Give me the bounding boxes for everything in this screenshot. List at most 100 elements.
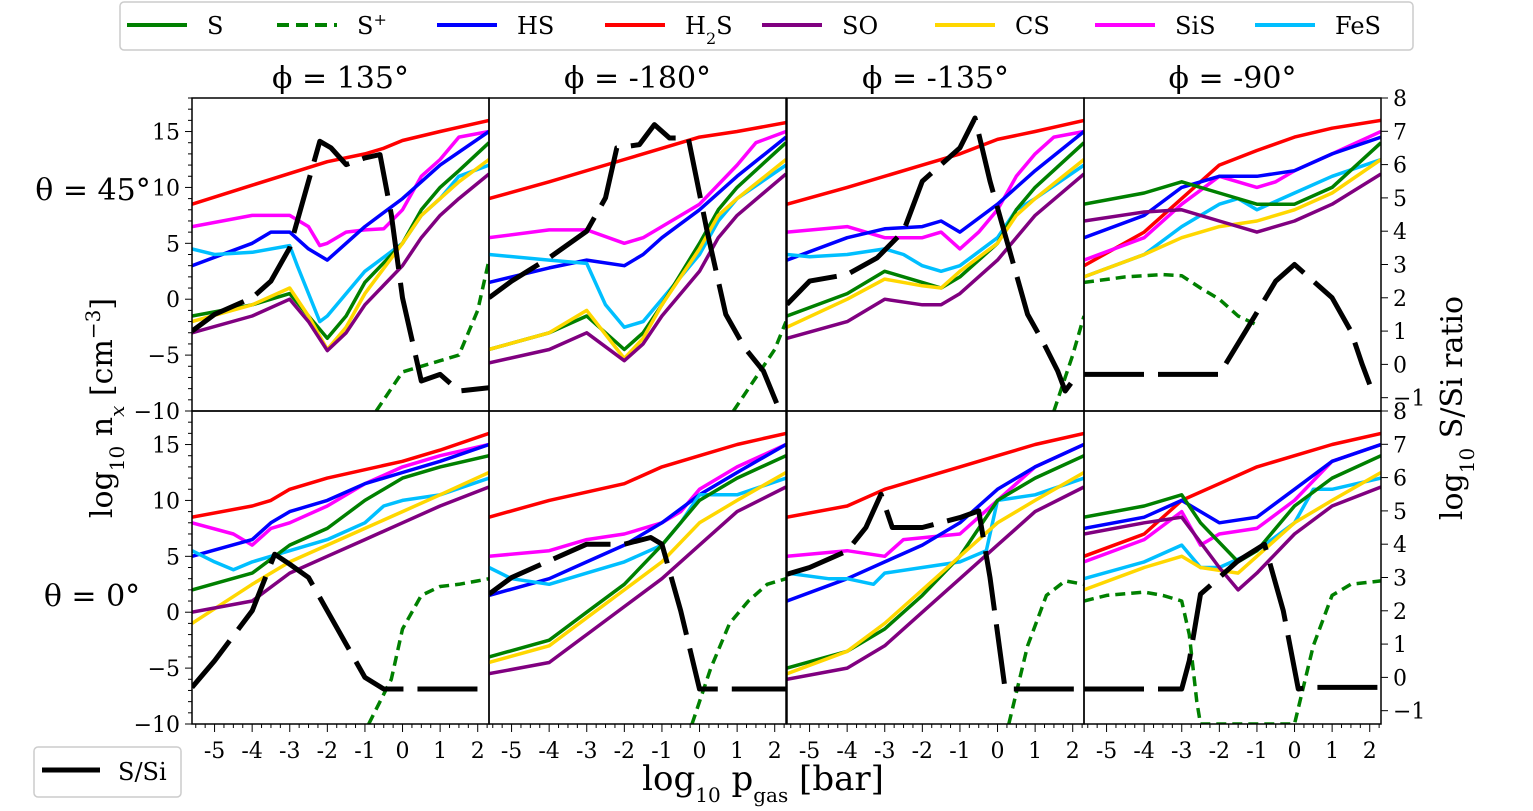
y-tick-label-left: 15 (152, 434, 180, 459)
series-splus (374, 259, 489, 411)
legend-item-so: SO (762, 12, 878, 40)
series-s-si (489, 122, 781, 409)
y-tick-label-left: 0 (166, 288, 180, 313)
y-tick-label-right: 1 (1393, 320, 1407, 345)
xlabel-p: p (721, 759, 754, 799)
xlabel-unit: [bar] (788, 759, 884, 799)
x-tick-label: 2 (1066, 739, 1080, 764)
series-cs (192, 158, 489, 352)
ylabel-r-rest: S/Si ratio (1435, 296, 1470, 448)
series-s (787, 141, 1084, 318)
series-s (192, 141, 489, 341)
ylabel-sub: 10 (105, 446, 129, 471)
y-axis-label-right: log10 S/Si ratio (1435, 296, 1479, 520)
y-tick-label-right: 1 (1393, 633, 1407, 658)
y-tick-label-right: 7 (1393, 433, 1407, 458)
ylabel-r-sub: 10 (1455, 448, 1479, 473)
y-tick-label-right: 3 (1393, 253, 1407, 278)
column-titles: ϕ = 135° ϕ = -180° ϕ = -135° ϕ = -90° (272, 61, 1296, 96)
series-fes (787, 476, 1084, 587)
series-splus (731, 320, 786, 411)
legend-item-cs: CS (935, 12, 1050, 40)
y-tick-label-right: 2 (1393, 600, 1407, 625)
x-tick-label: -5 (1096, 739, 1117, 764)
y-tick-label-right: 5 (1393, 500, 1407, 525)
panel-r0-c2 (786, 97, 1085, 412)
x-tick-label: 1 (433, 739, 447, 764)
series-splus (1052, 315, 1084, 411)
series-cs (192, 470, 489, 625)
series-hs (1084, 135, 1381, 240)
row-title: θ = 45° (35, 173, 150, 208)
series-splus (1084, 272, 1258, 327)
legend-label: FeS (1335, 12, 1381, 40)
y-tick-label-right: 8 (1393, 400, 1407, 425)
y-tick-label-left: 10 (152, 176, 180, 201)
x-tick-label: -5 (204, 739, 225, 764)
row-titles: θ = 45° θ = 0° (35, 173, 150, 614)
y-tick-label-right: 6 (1393, 467, 1407, 492)
x-tick-label: -1 (1246, 739, 1267, 764)
series-sis (489, 129, 786, 246)
ylabel-n: n (85, 417, 120, 446)
y-tick-label-left: −5 (148, 657, 180, 682)
x-tick-label: 1 (1028, 739, 1042, 764)
y-tick-label-right: 3 (1393, 566, 1407, 591)
panel-series (1084, 118, 1381, 386)
series-so (787, 172, 1084, 340)
panel-r0-c3: −1 0 1 2 3 4 5 6 7 8 (1083, 87, 1425, 412)
y-tick-label-left: 5 (166, 232, 180, 257)
x-tick-label: -2 (912, 739, 933, 764)
y-tick-label-left: −5 (148, 344, 180, 369)
series-hs (489, 442, 786, 598)
series-splus (1007, 579, 1084, 724)
series-sis (787, 129, 1084, 251)
y-tick-label-left: 15 (152, 121, 180, 146)
x-tick-label: 2 (1363, 739, 1377, 764)
series-so (489, 172, 786, 365)
series-s-si (192, 138, 489, 394)
series-s-si (1084, 262, 1373, 386)
panel-series (489, 120, 786, 411)
panel-frame (786, 410, 1085, 725)
x-tick-label: -2 (317, 739, 338, 764)
series-cs (787, 158, 1084, 329)
legend-label: SiS (1175, 12, 1216, 40)
y-tick-label-right: 4 (1393, 220, 1407, 245)
x-tick-label: 0 (1288, 739, 1302, 764)
series-h2s (1084, 431, 1381, 558)
series-splus (367, 576, 489, 724)
x-tick-label: 1 (1325, 739, 1339, 764)
x-tick-label: 2 (768, 739, 782, 764)
legend-item-splus: S+ (277, 10, 387, 40)
x-tick-label: -3 (874, 739, 895, 764)
panel-r0-c0: −10 −5 0 5 10 15 (134, 97, 490, 425)
legend-label: HS (517, 12, 554, 40)
panel-series (787, 431, 1084, 724)
x-tick-label: -2 (614, 739, 635, 764)
ylabel-unit: [cm (85, 339, 120, 406)
legend-item-fes: FeS (1255, 12, 1381, 40)
y-tick-label-right: −1 (1393, 700, 1425, 725)
series-hs (787, 442, 1084, 603)
series-fes (192, 476, 489, 572)
series-cs (1084, 470, 1381, 592)
series-h2s (1084, 118, 1381, 268)
x-tick-label: -4 (1133, 739, 1154, 764)
series-s (787, 454, 1084, 670)
y-tick-label-right: 5 (1393, 187, 1407, 212)
series-sis (787, 442, 1084, 559)
series-h2s (192, 431, 489, 519)
legend-label-sub: 2 (706, 29, 716, 48)
xlabel-sub: 10 (695, 783, 720, 807)
series-s-si (489, 535, 786, 692)
y-tick-label-left: 0 (166, 601, 180, 626)
y-tick-label-right: 8 (1393, 87, 1407, 112)
legend-bottom: S/Si (33, 746, 182, 798)
x-tick-label: -3 (1171, 739, 1192, 764)
series-h2s (489, 431, 786, 519)
x-tick-label: -4 (538, 739, 559, 764)
series-h2s (787, 431, 1084, 519)
x-tick-label: -1 (949, 739, 970, 764)
